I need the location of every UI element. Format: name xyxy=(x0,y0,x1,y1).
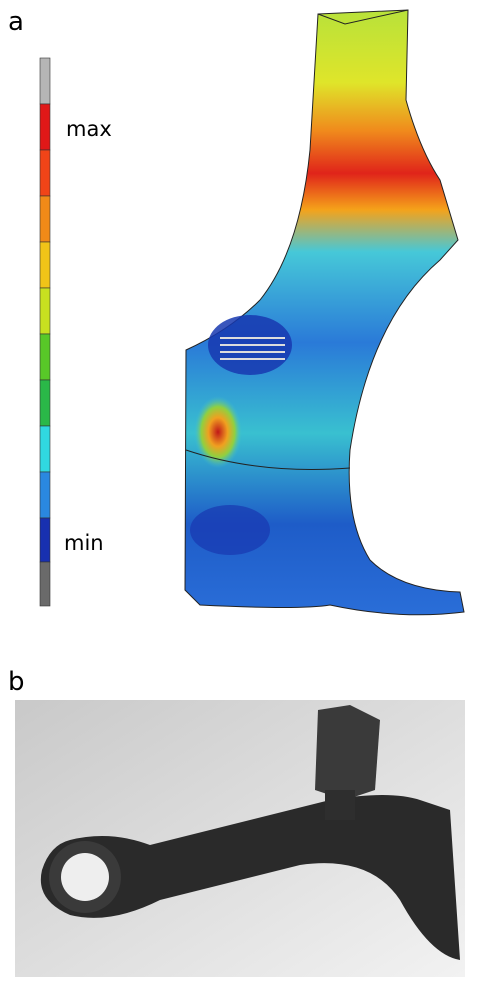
panel-label: a xyxy=(8,7,24,37)
legend-max: max xyxy=(66,117,112,141)
panel-label: b xyxy=(8,667,25,697)
figure: a max min b xyxy=(0,0,481,989)
legend-min: min xyxy=(64,531,104,555)
stress-model xyxy=(185,10,464,615)
color-bar xyxy=(40,58,50,606)
page: {"panels": [ {"label": "a", "legend": {"… xyxy=(0,0,481,989)
photo xyxy=(15,700,465,977)
